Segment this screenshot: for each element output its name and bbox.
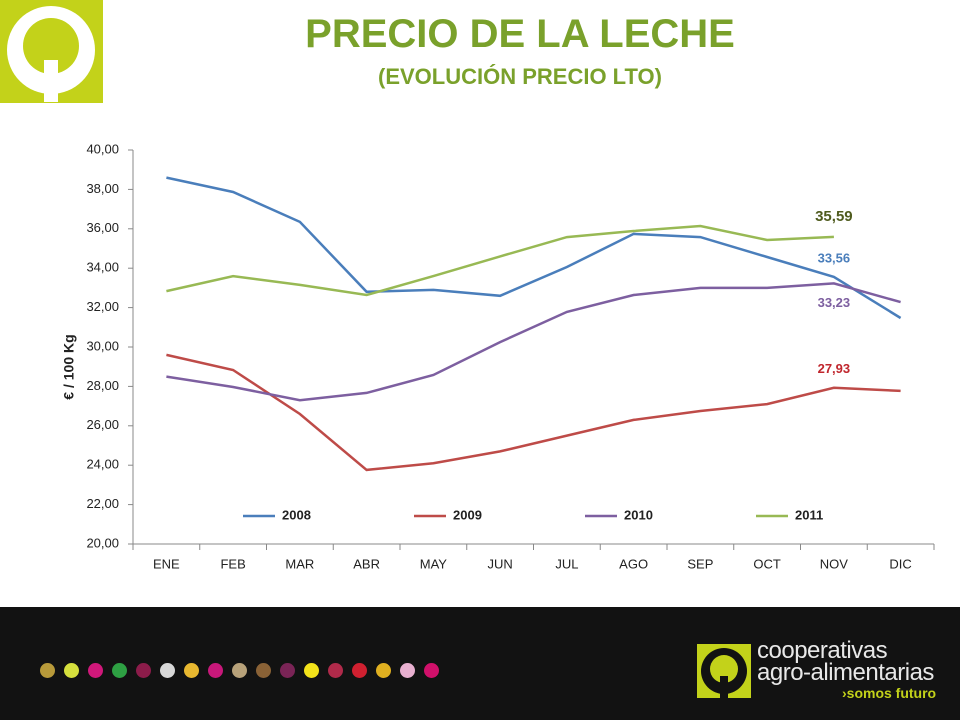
brand-text: agro-alimentarias bbox=[757, 659, 934, 686]
x-tick-label: ENE bbox=[153, 556, 180, 571]
value-label: 35,59 bbox=[815, 208, 853, 225]
y-axis-label: € / 100 Kg bbox=[61, 334, 77, 399]
y-tick-label: 30,00 bbox=[86, 338, 119, 353]
x-tick-label: JUN bbox=[487, 556, 512, 571]
legend-label: 2009 bbox=[453, 507, 482, 522]
title: PRECIO DE LA LECHE bbox=[305, 12, 735, 56]
dot bbox=[328, 663, 343, 678]
dot bbox=[160, 663, 175, 678]
dot bbox=[280, 663, 295, 678]
x-tick-label: MAR bbox=[285, 556, 314, 571]
value-label: 33,23 bbox=[818, 295, 851, 310]
brand-text: cooperativas bbox=[757, 637, 888, 664]
dot bbox=[112, 663, 127, 678]
y-tick-label: 34,00 bbox=[86, 260, 119, 275]
series-line bbox=[166, 224, 834, 297]
dot bbox=[424, 663, 439, 678]
x-tick-label: AGO bbox=[619, 556, 648, 571]
dot bbox=[64, 663, 79, 678]
footer: cooperativas agro-alimentarias ›somos fu… bbox=[0, 607, 960, 720]
dot bbox=[232, 663, 247, 678]
y-tick-label: 40,00 bbox=[86, 141, 119, 156]
x-tick-label: OCT bbox=[753, 556, 781, 571]
x-tick-label: DIC bbox=[889, 556, 911, 571]
dot bbox=[88, 663, 103, 678]
y-tick-label: 38,00 bbox=[86, 181, 119, 196]
dot bbox=[304, 663, 319, 678]
dot bbox=[256, 663, 271, 678]
logo bbox=[697, 644, 751, 698]
y-tick-label: 26,00 bbox=[86, 417, 119, 432]
dot bbox=[184, 663, 199, 678]
dot bbox=[136, 663, 151, 678]
y-tick-label: 28,00 bbox=[86, 378, 119, 393]
legend-label: 2010 bbox=[624, 507, 653, 522]
x-tick-label: FEB bbox=[220, 556, 245, 571]
dot bbox=[376, 663, 391, 678]
chart: 20,00 22,00 24,00 26,00 28,00 30,00 32,00 34,00… bbox=[61, 141, 935, 571]
dot bbox=[352, 663, 367, 678]
series-line bbox=[166, 176, 902, 320]
series-line bbox=[166, 353, 901, 472]
y-tick-label: 24,00 bbox=[86, 457, 119, 472]
series-line bbox=[166, 282, 901, 402]
legend-label: 2008 bbox=[282, 507, 311, 522]
subtitle: (EVOLUCIÓN PRECIO LTO) bbox=[378, 64, 662, 89]
y-tick-label: 22,00 bbox=[86, 496, 119, 511]
dot bbox=[400, 663, 415, 678]
value-label: 27,93 bbox=[818, 361, 851, 376]
y-tick-label: 36,00 bbox=[86, 220, 119, 235]
x-tick-label: ABR bbox=[353, 556, 380, 571]
logo bbox=[0, 0, 103, 103]
x-tick-label: SEP bbox=[687, 556, 713, 571]
dot bbox=[40, 663, 55, 678]
x-tick-label: JUL bbox=[555, 556, 578, 571]
value-label: 33,56 bbox=[818, 250, 851, 265]
y-tick-label: 32,00 bbox=[86, 299, 119, 314]
x-tick-label: NOV bbox=[820, 556, 849, 571]
y-tick-label: 20,00 bbox=[86, 535, 119, 550]
legend-label: 2011 bbox=[795, 507, 823, 522]
dot bbox=[208, 663, 223, 678]
x-tick-label: MAY bbox=[420, 556, 448, 571]
slogan: ›somos futuro bbox=[842, 685, 937, 701]
